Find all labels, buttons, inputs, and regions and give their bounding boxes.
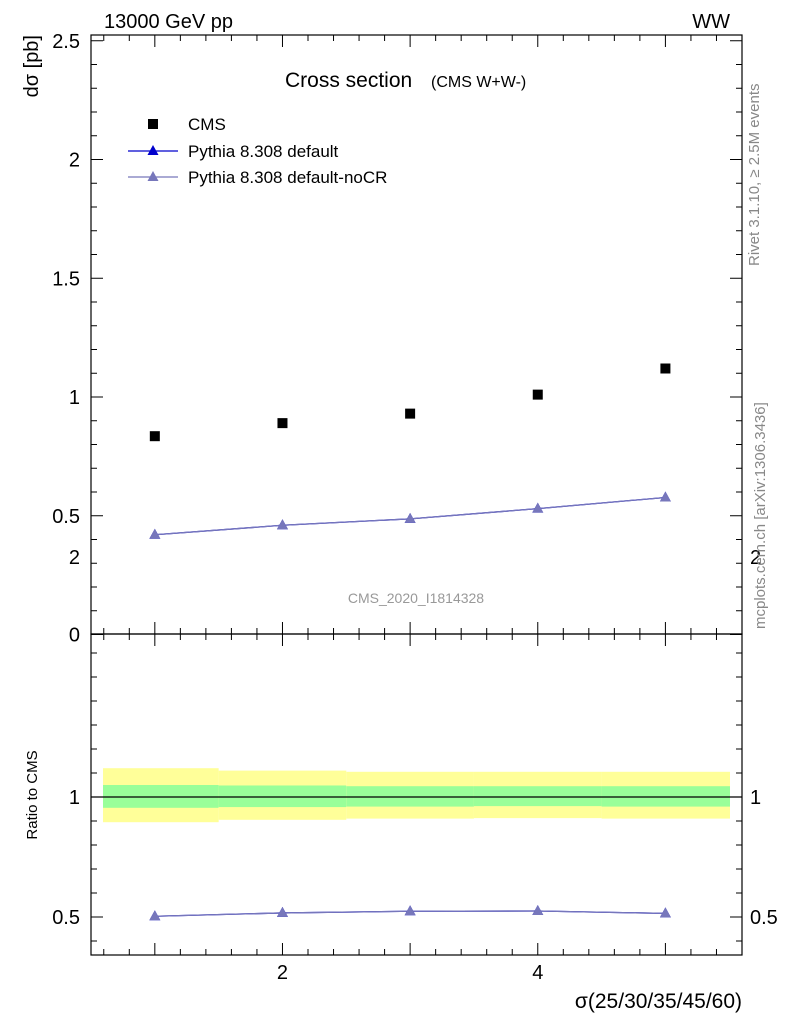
x-axis-label: σ(25/30/35/45/60) bbox=[575, 990, 742, 1013]
main-pythia-nocr-point bbox=[659, 491, 671, 502]
mc-lines bbox=[154, 496, 666, 917]
x-tick-label: 2 bbox=[277, 962, 288, 984]
y-tick-label: 2.5 bbox=[52, 31, 80, 53]
ratio-pythia-nocr-point bbox=[149, 910, 161, 921]
ratio-panel-ticks: 0.5 0.5 1 1 2 2 2 4 bbox=[52, 547, 778, 984]
main-pythia-nocr-point bbox=[149, 528, 161, 539]
legend-label-cms: CMS bbox=[188, 115, 226, 134]
cms-data-point bbox=[149, 431, 160, 442]
cms-data-point bbox=[405, 408, 416, 419]
ratio-pythia-nocr-point bbox=[276, 906, 288, 917]
cms-data-point bbox=[277, 418, 288, 429]
header-left: 13000 GeV pp bbox=[104, 11, 233, 33]
header-right: WW bbox=[692, 11, 730, 33]
ratio-y-axis-label: Ratio to CMS bbox=[24, 750, 41, 839]
legend-marker-pythia-nocr bbox=[147, 171, 159, 181]
legend-label-pythia-nocr: Pythia 8.308 default-noCR bbox=[188, 168, 387, 187]
legend-label-pythia-default: Pythia 8.308 default bbox=[188, 142, 339, 161]
stat-band-bin bbox=[473, 786, 602, 807]
y-tick-label: 1.5 bbox=[52, 268, 80, 290]
ratio-pythia-nocr-point bbox=[659, 907, 671, 918]
ratio-y-tick-label-right: 1 bbox=[750, 787, 761, 809]
main-pythia-nocr-point bbox=[404, 512, 416, 523]
mcplots-label: mcplots.cern.ch [arXiv:1306.3436] bbox=[752, 402, 769, 629]
y-axis-label: dσ [pb] bbox=[21, 35, 43, 97]
chart-title: Cross section bbox=[285, 69, 412, 92]
y-tick-label: 0 bbox=[69, 625, 80, 647]
main-pythia-nocr-point bbox=[532, 502, 544, 513]
ratio-panel-frame bbox=[90, 633, 743, 956]
chart-subtitle: (CMS W+W-) bbox=[431, 74, 526, 91]
ratio-y-tick-label-right: 0.5 bbox=[750, 907, 778, 929]
stat-band-bin bbox=[218, 785, 347, 808]
y-tick-label: 0.5 bbox=[52, 506, 80, 528]
ratio-pythia-nocr-point bbox=[404, 905, 416, 916]
cms-data-point bbox=[660, 363, 671, 374]
legend-item-pythia-default: Pythia 8.308 default bbox=[128, 142, 339, 161]
ratio-pythia-nocr-point bbox=[532, 905, 544, 915]
legend-item-cms: CMS bbox=[148, 115, 226, 134]
legend-item-pythia-nocr: Pythia 8.308 default-noCR bbox=[128, 168, 387, 187]
rivet-label: Rivet 3.1.10, ≥ 2.5M events bbox=[746, 84, 763, 267]
x-tick-label: 4 bbox=[532, 962, 543, 984]
ratio-y-tick-label-left: 2 bbox=[69, 547, 80, 569]
legend-marker-cms bbox=[148, 119, 158, 129]
cms-data-point bbox=[532, 389, 543, 400]
legend-marker-pythia-default bbox=[147, 145, 159, 155]
y-tick-label: 1 bbox=[69, 387, 80, 409]
main-pythia-nocr-point bbox=[276, 519, 288, 530]
ratio-y-tick-label-left: 0.5 bbox=[52, 907, 80, 929]
y-tick-label: 2 bbox=[69, 150, 80, 172]
analysis-label: CMS_2020_I1814328 bbox=[348, 590, 484, 606]
ratio-y-tick-label-left: 1 bbox=[69, 787, 80, 809]
ratio-uncertainty-bands bbox=[91, 768, 742, 823]
ratio-y-tick-label-right: 2 bbox=[750, 547, 761, 569]
data-markers bbox=[149, 363, 671, 921]
legend: CMS Pythia 8.308 default Pythia 8.308 de… bbox=[128, 115, 387, 187]
